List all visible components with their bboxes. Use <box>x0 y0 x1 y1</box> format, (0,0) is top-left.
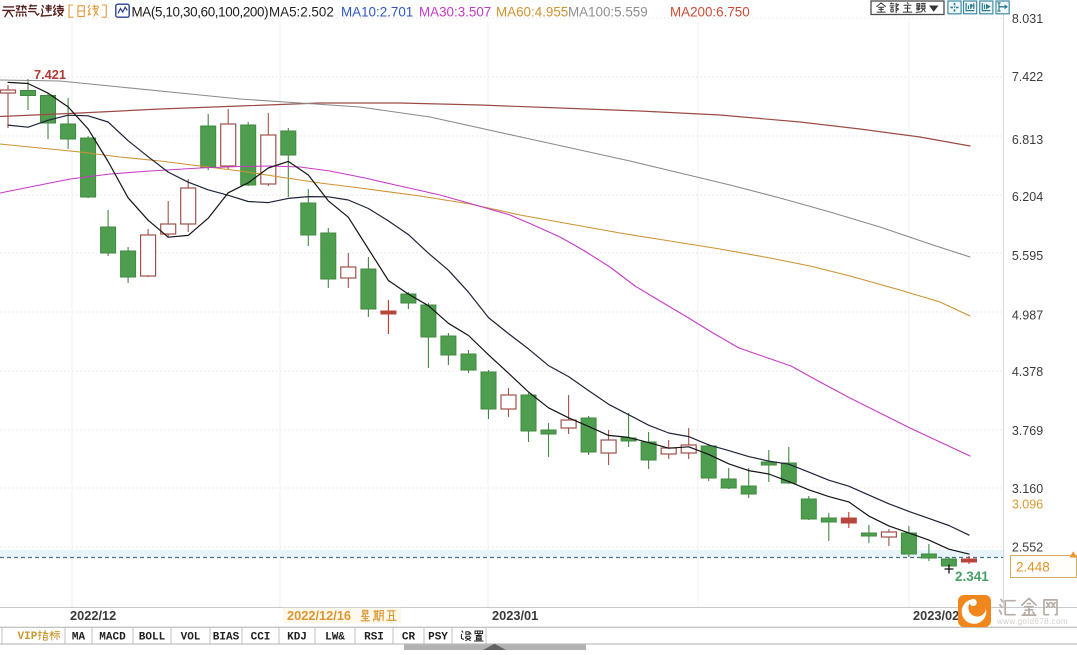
svg-text:7.422: 7.422 <box>1012 70 1043 84</box>
svg-text:2023/02: 2023/02 <box>913 608 959 623</box>
svg-text:VIP: VIP <box>18 631 38 643</box>
svg-text:BIAS: BIAS <box>213 632 240 644</box>
svg-text:RSI: RSI <box>364 632 384 644</box>
svg-text:MACD: MACD <box>99 632 126 644</box>
svg-text:CR: CR <box>402 632 416 644</box>
svg-text:CCI: CCI <box>251 632 271 644</box>
svg-text:8.031: 8.031 <box>1012 12 1043 26</box>
svg-text:VOL: VOL <box>181 632 201 644</box>
svg-text:2022/12/16: 2022/12/16 <box>287 608 351 623</box>
svg-text:5.595: 5.595 <box>1012 249 1043 263</box>
svg-text:KDJ: KDJ <box>287 632 307 644</box>
svg-text:7.421: 7.421 <box>34 67 66 82</box>
svg-text:MA200:6.750: MA200:6.750 <box>670 5 750 20</box>
svg-text:MA: MA <box>72 632 86 644</box>
svg-text:MA5:2.502: MA5:2.502 <box>269 5 334 20</box>
svg-text:MA(5,10,30,60,100,200): MA(5,10,30,60,100,200) <box>132 5 269 20</box>
svg-text:2023/01: 2023/01 <box>492 608 538 623</box>
svg-text:2.448: 2.448 <box>1016 560 1050 575</box>
svg-text:2022/12: 2022/12 <box>70 608 116 623</box>
svg-text:6.204: 6.204 <box>1012 190 1043 204</box>
svg-text:MA60:4.955: MA60:4.955 <box>496 5 568 20</box>
svg-text:4.378: 4.378 <box>1012 365 1043 379</box>
svg-text:3.096: 3.096 <box>1012 498 1043 512</box>
svg-text:LW&: LW& <box>325 632 345 644</box>
svg-text:BOLL: BOLL <box>139 632 166 644</box>
svg-text:3.160: 3.160 <box>1012 482 1043 496</box>
svg-text:2.341: 2.341 <box>955 569 989 584</box>
svg-text:MA100:5.559: MA100:5.559 <box>568 5 648 20</box>
svg-text:4.987: 4.987 <box>1012 309 1043 323</box>
svg-text:PSY: PSY <box>428 632 448 644</box>
svg-text:MA30:3.507: MA30:3.507 <box>419 5 491 20</box>
svg-text:2.552: 2.552 <box>1012 541 1043 555</box>
svg-text:www.gold678.com: www.gold678.com <box>996 617 1068 626</box>
svg-text:6.813: 6.813 <box>1012 133 1043 147</box>
svg-text:3.769: 3.769 <box>1012 424 1043 438</box>
svg-text:MA10:2.701: MA10:2.701 <box>341 5 413 20</box>
